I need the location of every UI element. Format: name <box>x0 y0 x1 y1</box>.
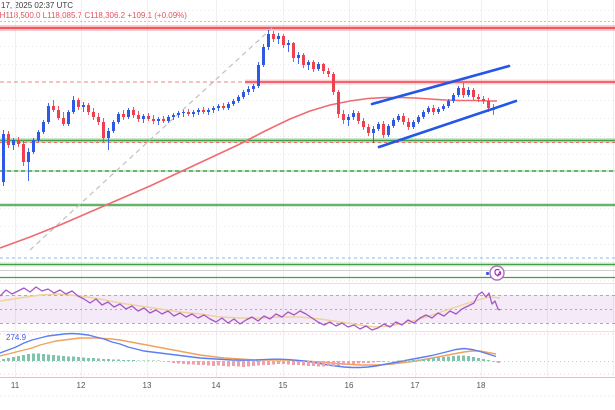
price-levels <box>0 21 615 279</box>
panel-separators <box>0 283 615 397</box>
time-axis[interactable]: 11 12 13 14 15 16 17 18 <box>11 381 486 390</box>
macd-line <box>0 332 497 369</box>
rsi-panel <box>0 286 615 331</box>
rsi-ma-line <box>0 293 501 328</box>
bar-timestamp-label: 17, 2025 02:37 UTC <box>1 1 74 10</box>
price-grid-horizontal <box>0 10 615 281</box>
candlestick-series <box>2 30 495 186</box>
channel-upper-line <box>370 64 511 106</box>
time-axis-label: 11 <box>11 381 20 390</box>
time-axis-label: 15 <box>279 381 288 390</box>
channel-lower-line <box>377 99 518 149</box>
vertical-gridlines <box>15 0 614 377</box>
time-axis-label: 14 <box>212 381 221 390</box>
macd-value-label: 274.9 <box>6 333 27 342</box>
sticker-dot <box>485 271 490 276</box>
gray-dashed-trendline <box>29 27 273 251</box>
macd-panel <box>0 332 615 375</box>
sticker-icon[interactable] <box>485 265 505 281</box>
red-ma-curve <box>0 96 497 249</box>
time-axis-label: 18 <box>477 381 486 390</box>
blue-channel <box>370 64 518 149</box>
rsi-band-fill <box>0 295 615 323</box>
macd-histogram <box>2 353 500 367</box>
time-axis-label: 16 <box>345 381 354 390</box>
sticker-glyph <box>494 269 502 277</box>
ohlc-values-label: 0 H118,500.0 L118,085.7 C118,306.2 +109.… <box>0 11 187 20</box>
rsi-line <box>0 286 501 331</box>
time-axis-label: 12 <box>77 381 86 390</box>
time-axis-label: 17 <box>411 381 420 390</box>
time-axis-label: 13 <box>143 381 152 390</box>
